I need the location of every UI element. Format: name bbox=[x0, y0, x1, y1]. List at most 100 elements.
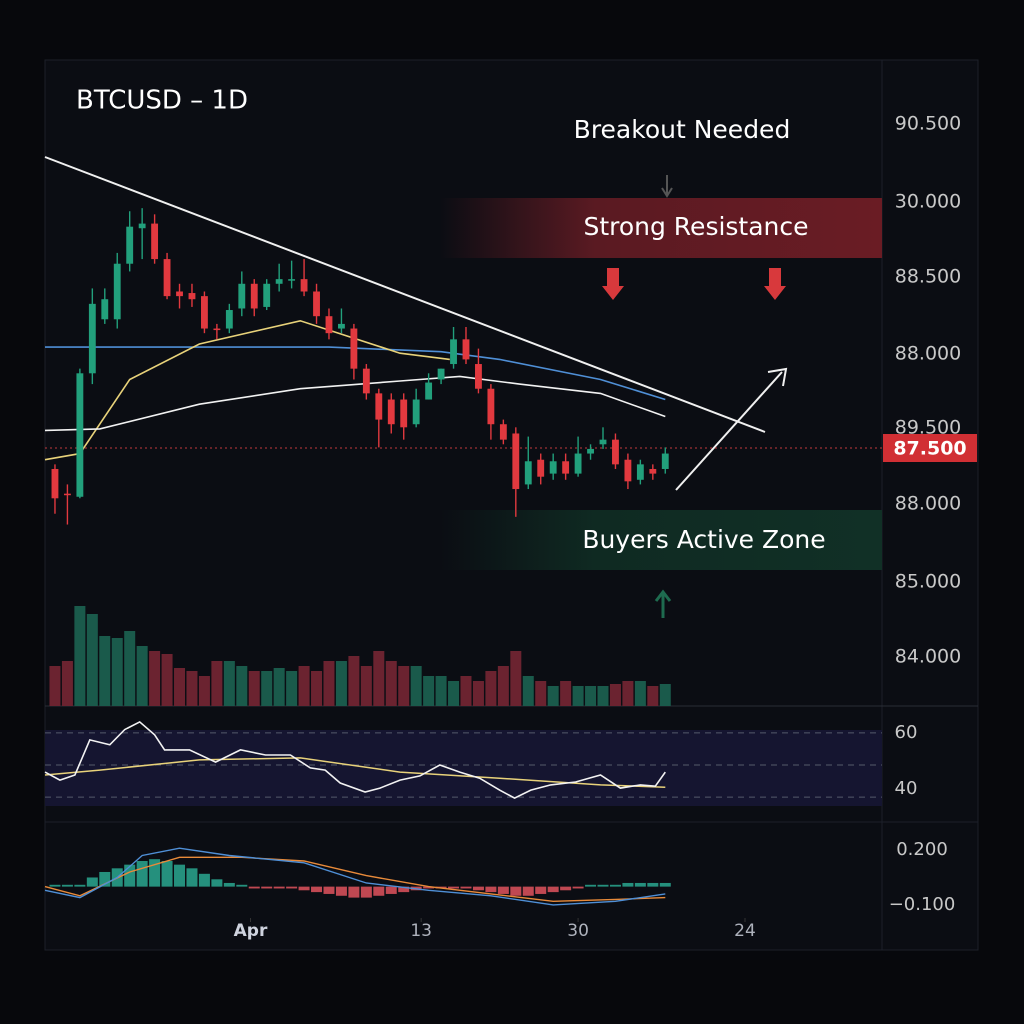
macd-line bbox=[44, 847, 666, 906]
macd-bar bbox=[211, 879, 223, 887]
candle-body bbox=[338, 323, 345, 329]
macd-bar bbox=[74, 884, 86, 887]
macd-tick-label: 0.200 bbox=[896, 839, 948, 860]
volume-bar bbox=[335, 661, 347, 706]
volume-bar bbox=[485, 671, 497, 706]
volume-bar bbox=[74, 606, 86, 706]
candle-body bbox=[661, 453, 669, 469]
volume-bar bbox=[373, 651, 385, 706]
macd-bar bbox=[323, 886, 335, 894]
macd-tick-label: −0.100 bbox=[889, 894, 956, 915]
macd-bar bbox=[236, 884, 248, 887]
candle-body bbox=[250, 283, 258, 309]
candle-body bbox=[76, 373, 84, 497]
volume-bar bbox=[497, 666, 509, 706]
macd-bar bbox=[585, 884, 597, 887]
rsi-band bbox=[45, 730, 882, 806]
candle-body bbox=[325, 316, 333, 334]
price-axis-label: 84.000 bbox=[895, 646, 961, 668]
candle-body bbox=[475, 364, 482, 389]
arrow-up bbox=[675, 367, 788, 491]
macd-bar bbox=[198, 873, 210, 887]
rsi-tick-label: 40 bbox=[895, 778, 918, 799]
candle-body bbox=[101, 299, 109, 320]
candle-body bbox=[599, 439, 607, 445]
macd-bar bbox=[609, 884, 621, 887]
candle-body bbox=[126, 226, 134, 264]
chart-title: BTCUSD – 1D bbox=[76, 86, 248, 116]
macd-bar bbox=[423, 886, 435, 889]
price-axis-label: 90.500 bbox=[895, 113, 961, 135]
candle-body bbox=[636, 464, 644, 480]
macd-bar bbox=[385, 886, 397, 894]
candle-body bbox=[387, 399, 395, 425]
resistance-zone bbox=[440, 198, 882, 258]
volume-bar bbox=[61, 661, 73, 706]
volume-bar bbox=[236, 666, 248, 706]
volume-bar bbox=[510, 651, 522, 706]
candle-body bbox=[313, 291, 320, 317]
macd-bar bbox=[560, 886, 572, 891]
candle-body bbox=[138, 223, 146, 229]
candle-body bbox=[201, 296, 208, 329]
macd-bar bbox=[522, 886, 534, 896]
candle-body bbox=[151, 223, 159, 260]
macd-bar bbox=[161, 860, 173, 887]
price-axis-label: 88.500 bbox=[895, 266, 961, 288]
volume-bar bbox=[111, 638, 123, 706]
trend-line bbox=[44, 156, 766, 433]
candle-body bbox=[624, 459, 632, 482]
macd-bar bbox=[124, 864, 136, 887]
candle-body bbox=[462, 339, 470, 360]
candle-body bbox=[549, 461, 557, 474]
x-tick-label: 24 bbox=[734, 921, 756, 941]
macd-bar bbox=[298, 886, 310, 891]
annotation: Breakout Needed bbox=[574, 115, 791, 144]
macd-bar bbox=[448, 886, 460, 889]
macd-bar bbox=[49, 884, 61, 887]
price-axis-label: 88.000 bbox=[895, 343, 961, 365]
volume-bar bbox=[124, 631, 136, 706]
arrow-down bbox=[764, 268, 786, 300]
macd-bar bbox=[647, 882, 659, 887]
volume-bar bbox=[174, 668, 186, 706]
candle-body bbox=[275, 279, 283, 284]
volume-bar bbox=[223, 661, 235, 706]
volume-bar bbox=[273, 668, 285, 706]
volume-bar bbox=[198, 676, 210, 706]
macd-bar bbox=[622, 882, 634, 887]
macd-bar bbox=[572, 886, 584, 889]
volume-bar bbox=[410, 666, 422, 706]
macd-bar bbox=[311, 886, 323, 893]
candle-body bbox=[425, 382, 433, 400]
macd-bar bbox=[186, 868, 198, 887]
volume-bar bbox=[560, 681, 572, 706]
candle-body bbox=[176, 291, 183, 297]
candle-body bbox=[537, 459, 545, 477]
candle-body bbox=[238, 283, 246, 309]
macd-bar bbox=[398, 886, 410, 893]
macd-bar bbox=[360, 886, 372, 898]
volume-bar bbox=[136, 646, 148, 706]
volume-bar bbox=[597, 686, 609, 706]
macd-bar bbox=[547, 886, 559, 893]
volume-bar bbox=[311, 671, 323, 706]
candle-body bbox=[375, 393, 383, 420]
candle-body bbox=[412, 399, 420, 425]
macd-bar bbox=[348, 886, 360, 898]
candle-body bbox=[188, 293, 196, 300]
candle-body bbox=[350, 328, 358, 369]
annotation: Buyers Active Zone bbox=[582, 525, 825, 554]
macd-bar bbox=[373, 886, 385, 896]
macd-bar bbox=[174, 864, 186, 887]
macd-bar bbox=[510, 886, 522, 896]
candle-body bbox=[574, 453, 582, 474]
candle-body bbox=[450, 339, 457, 365]
candle-body bbox=[362, 368, 370, 394]
volume-bar bbox=[286, 671, 298, 706]
candle-body bbox=[524, 461, 532, 485]
macd-bar bbox=[472, 886, 484, 891]
macd-bar bbox=[86, 877, 98, 887]
candle-body bbox=[649, 468, 657, 474]
macd-bar bbox=[597, 884, 609, 887]
